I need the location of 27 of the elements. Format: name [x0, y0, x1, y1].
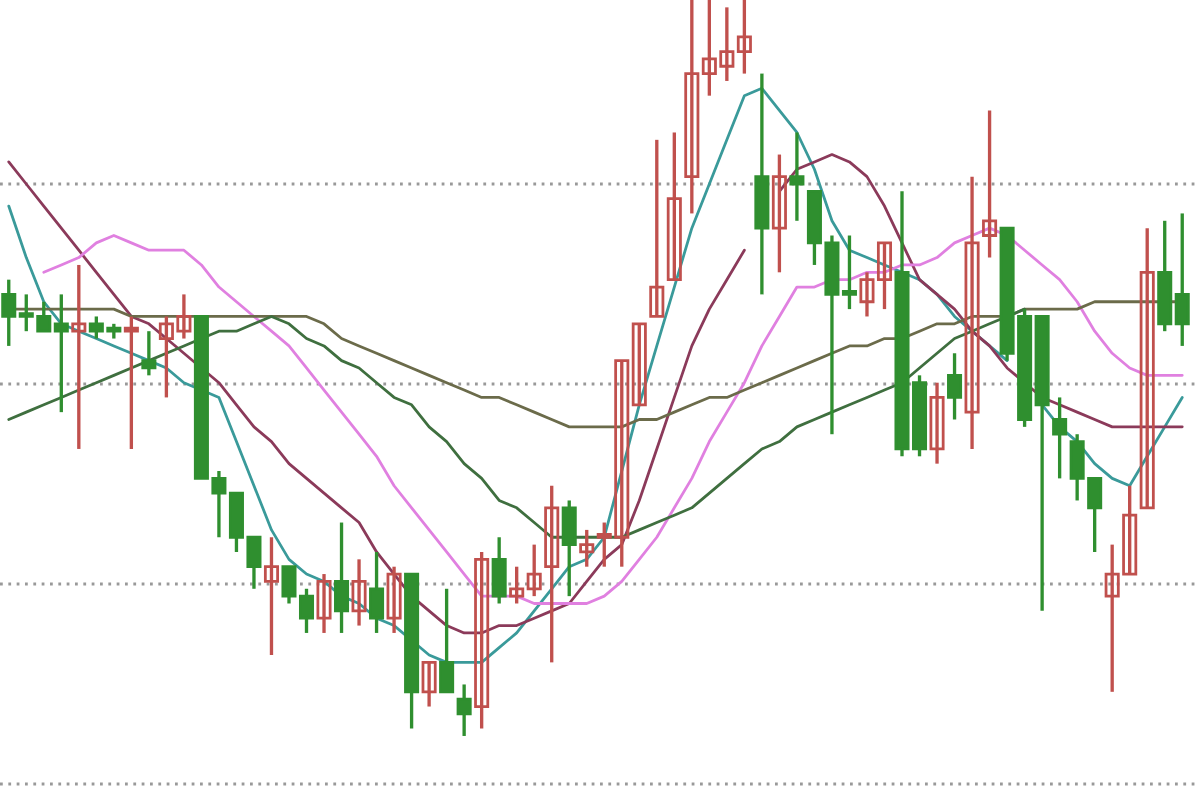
- candlestick: [649, 138, 665, 319]
- candlestick: [263, 535, 279, 657]
- candlestick: [666, 130, 682, 282]
- candlestick: [334, 520, 350, 635]
- candlestick: [771, 152, 787, 274]
- candlestick: [369, 550, 385, 635]
- candlestick: [474, 550, 490, 731]
- candlestick: [421, 660, 437, 709]
- candlestick: [123, 314, 139, 451]
- candlestick: [491, 535, 507, 606]
- candlestick: [544, 484, 560, 665]
- candlestick: [386, 565, 402, 635]
- candlestick: [456, 682, 472, 738]
- candlestick: [929, 381, 945, 466]
- candlestick: [964, 174, 980, 451]
- candlestick: [982, 108, 998, 260]
- candlestick: [1139, 226, 1155, 510]
- candlestick: [789, 130, 805, 223]
- candlestick: [947, 351, 963, 422]
- candlestick: [561, 498, 577, 598]
- candlestick: [351, 557, 367, 628]
- candlestick: [316, 572, 332, 635]
- candlestick: [141, 329, 157, 378]
- candlestick: [1052, 395, 1068, 481]
- candlestick: [439, 587, 455, 694]
- candlestick: [579, 528, 595, 569]
- candlestick: [71, 263, 87, 451]
